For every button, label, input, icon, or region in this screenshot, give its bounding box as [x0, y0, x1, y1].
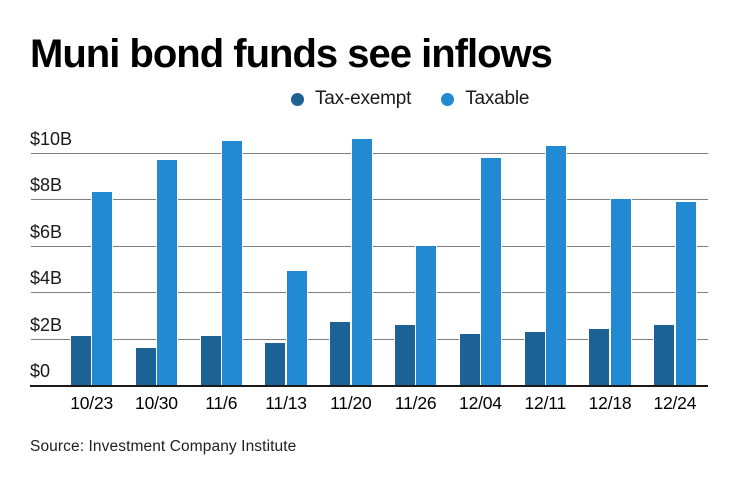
- bar-taxable-12/04: [481, 157, 502, 385]
- bar-taxable-12/18: [610, 199, 631, 385]
- y-tick-label-10b: $10B: [30, 129, 73, 149]
- y-tick-label-8b: $8B: [30, 175, 63, 196]
- x-tick-label-10/23: 10/23: [70, 393, 114, 413]
- bar-tax-exempt-12/24: [654, 324, 675, 385]
- x-tick-label-11/20: 11/20: [330, 393, 372, 413]
- legend: Tax-exempt Taxable: [291, 88, 529, 110]
- chart-title: Muni bond funds see inflows: [30, 32, 553, 76]
- bar-tax-exempt-11/13: [265, 343, 286, 385]
- y-tick-label-2b: $2B: [30, 314, 63, 335]
- bar-tax-exempt-12/11: [524, 331, 545, 385]
- legend-item-taxable: Taxable: [441, 88, 529, 110]
- x-tick-label-12/24: 12/24: [653, 393, 697, 413]
- bar-taxable-11/6: [221, 141, 242, 385]
- bar-taxable-11/20: [351, 139, 372, 385]
- legend-label-tax-exempt: Tax-exempt: [315, 88, 412, 109]
- bar-tax-exempt-11/6: [200, 336, 221, 385]
- bar-tax-exempt-12/18: [589, 329, 610, 385]
- bar-taxable-11/13: [286, 271, 307, 385]
- x-tick-label-11/26: 11/26: [394, 393, 437, 413]
- bar-tax-exempt-10/23: [71, 336, 91, 385]
- bar-taxable-10/30: [157, 159, 178, 385]
- source-note: Source: Investment Company Institute: [30, 438, 297, 455]
- bar-taxable-12/24: [675, 201, 696, 385]
- legend-item-tax-exempt: Tax-exempt: [291, 88, 411, 110]
- x-tick-label-12/18: 12/18: [588, 393, 632, 413]
- legend-label-taxable: Taxable: [465, 88, 530, 109]
- bar-taxable-11/26: [416, 245, 437, 385]
- y-tick-label-0b: $0: [30, 361, 51, 381]
- bar-tax-exempt-10/30: [135, 347, 156, 385]
- y-tick-label-4b: $4B: [30, 268, 63, 289]
- x-tick-label-11/6: 11/6: [205, 393, 238, 413]
- x-tick-label-12/11: 12/11: [524, 393, 567, 413]
- bar-taxable-12/11: [545, 146, 566, 385]
- x-tick-label-10/30: 10/30: [135, 393, 178, 413]
- bar-tax-exempt-12/04: [459, 333, 480, 385]
- plot-area: $10B $8B $6B $4B $2B $0 10/23 10/30 11/6 11/13 11/…: [30, 130, 708, 413]
- bar-tax-exempt-11/20: [330, 322, 351, 385]
- bar-taxable-10/23: [92, 192, 113, 385]
- x-tick-label-11/13: 11/13: [265, 393, 307, 413]
- tax-exempt-dot-icon: [291, 92, 304, 106]
- bar-tax-exempt-11/26: [395, 324, 415, 385]
- taxable-dot-icon: [441, 92, 455, 106]
- x-tick-label-12/04: 12/04: [459, 393, 502, 413]
- y-tick-label-6b: $6B: [30, 221, 63, 242]
